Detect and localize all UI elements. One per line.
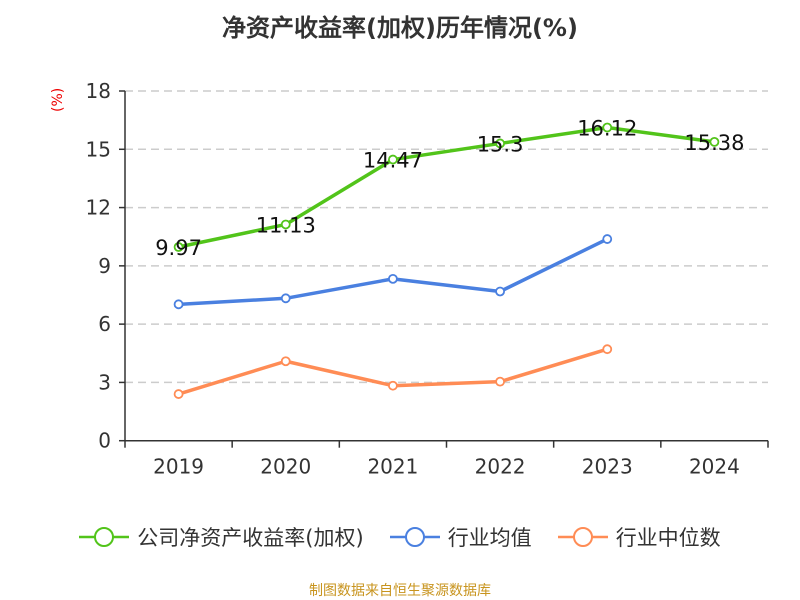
legend-item[interactable]: 行业中位数 <box>557 522 721 552</box>
x-tick-label: 2022 <box>475 455 526 479</box>
legend-marker-icon <box>79 527 130 547</box>
chart-title: 净资产收益率(加权)历年情况(%) <box>222 14 578 42</box>
legend-label: 公司净资产收益率(加权) <box>137 526 364 550</box>
y-tick-label: 3 <box>98 370 111 394</box>
legend-label: 行业中位数 <box>615 526 721 550</box>
data-point <box>495 286 505 297</box>
data-point <box>495 138 505 149</box>
y-tick-label: 9 <box>98 254 111 278</box>
x-tick-label: 2020 <box>260 455 311 479</box>
data-label: 15.3 <box>477 132 524 156</box>
y-tick-label: 6 <box>98 312 111 336</box>
data-point <box>173 299 184 310</box>
x-tick-label: 2024 <box>689 455 740 479</box>
data-point <box>388 154 398 165</box>
data-point <box>388 273 398 284</box>
data-point <box>602 344 613 355</box>
data-point <box>602 122 613 133</box>
data-point <box>173 389 184 399</box>
y-tick-label: 12 <box>86 196 111 220</box>
x-tick-label: 2023 <box>582 455 633 479</box>
x-tick-label: 2021 <box>367 455 418 479</box>
series-line-0 <box>178 125 715 249</box>
data-point <box>388 380 398 391</box>
data-point <box>280 219 291 230</box>
data-point <box>495 376 505 387</box>
data-label: 15.38 <box>684 131 744 155</box>
data-label: 9.97 <box>155 236 202 260</box>
data-label: 14.47 <box>363 149 423 173</box>
legend-item[interactable]: 公司净资产收益率(加权) <box>79 522 364 552</box>
x-tick-label: 2019 <box>153 455 204 479</box>
data-label: 16.12 <box>577 117 637 141</box>
y-tick-label: 0 <box>98 429 111 453</box>
data-point <box>280 293 291 304</box>
data-label: 11.13 <box>256 213 316 237</box>
legend-marker-icon <box>557 527 608 547</box>
legend-label: 行业均值 <box>447 526 532 550</box>
legend: 公司净资产收益率(加权) 行业均值 行业中位数 <box>0 522 800 552</box>
legend-item[interactable]: 行业均值 <box>389 522 532 552</box>
legend-marker-icon <box>389 527 440 547</box>
y-tick-label: 15 <box>86 137 111 161</box>
data-point <box>280 356 291 367</box>
data-point <box>602 234 613 244</box>
series-line-1 <box>178 237 609 307</box>
source-note: 制图数据来自恒生聚源数据库 <box>309 583 491 599</box>
data-point <box>173 242 184 252</box>
data-point <box>709 137 720 147</box>
y-tick-label: 18 <box>86 79 111 103</box>
